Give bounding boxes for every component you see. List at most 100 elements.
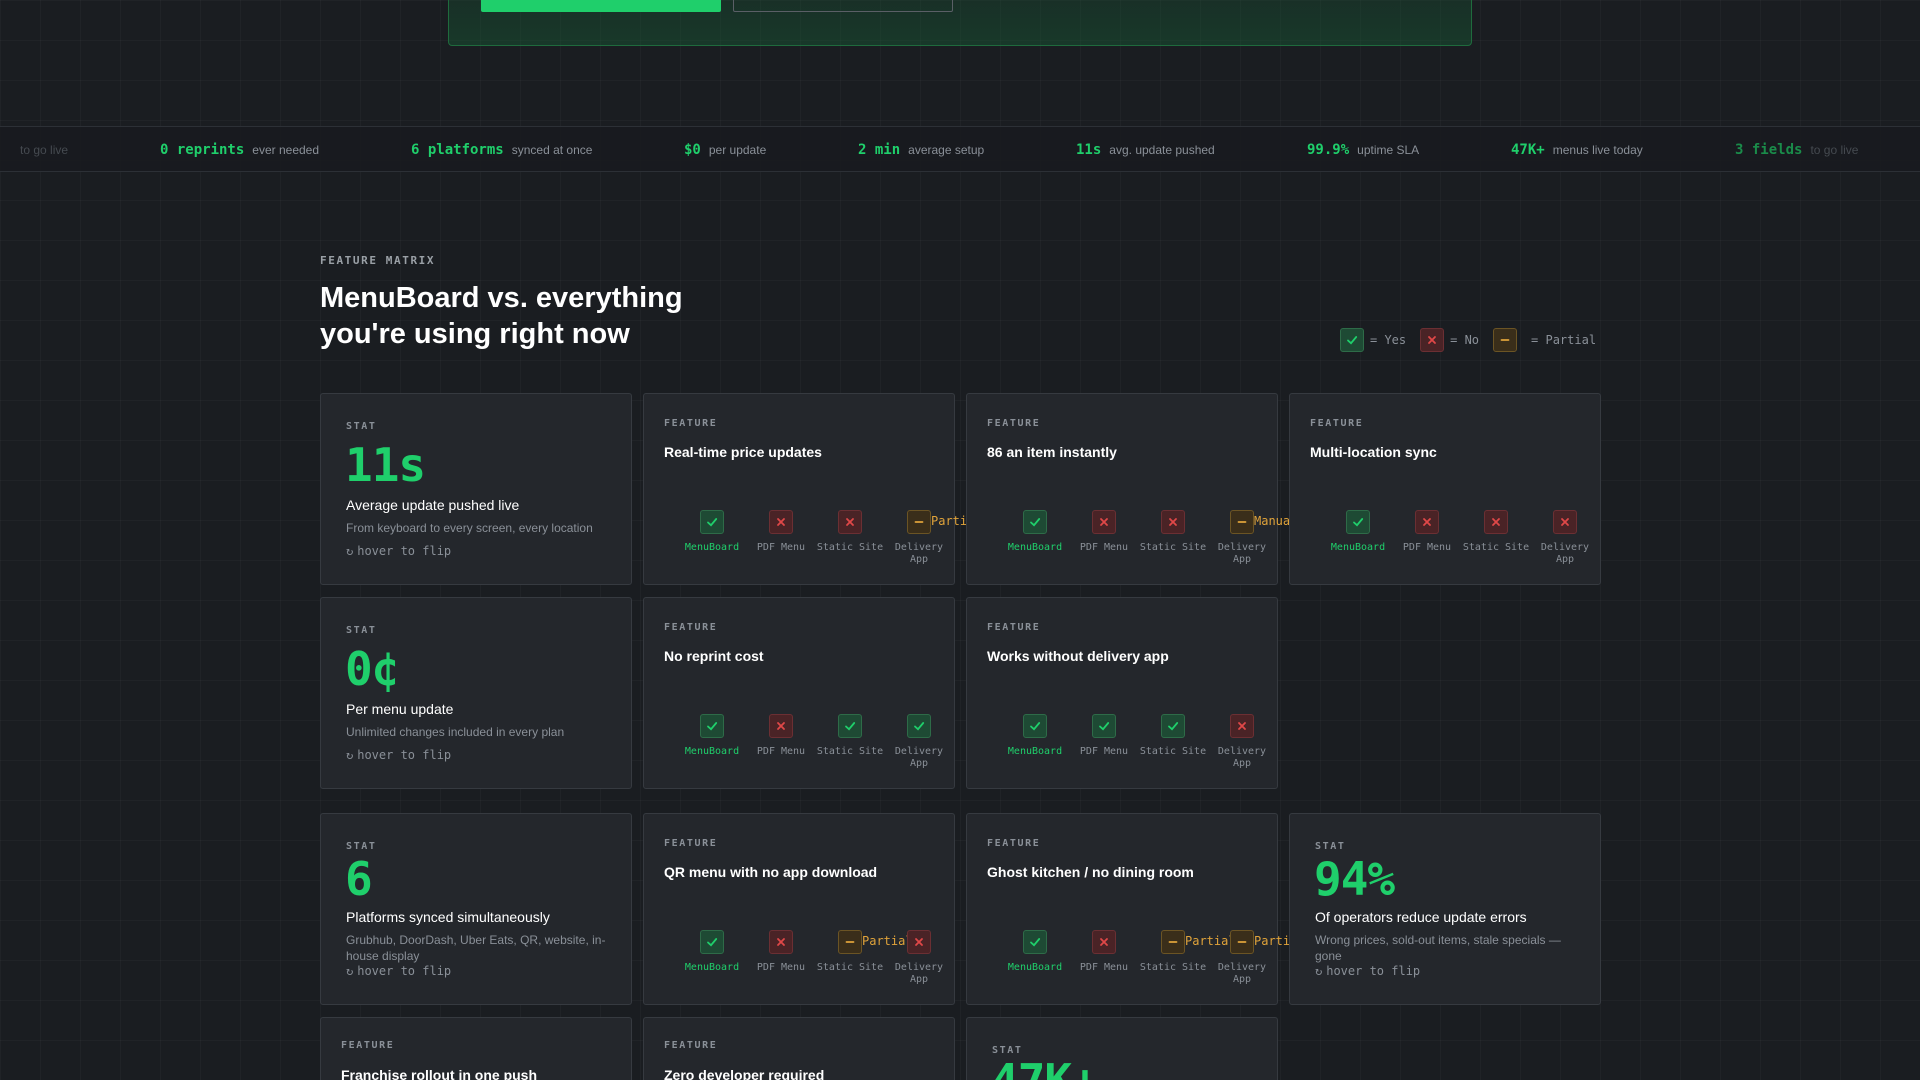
- comparison-cell: Partial Static Site: [1138, 930, 1236, 974]
- ticker-item: 47K+ menus live today: [1511, 127, 1643, 173]
- card-type-label: FEATURE: [987, 418, 1041, 429]
- comparison-row: MenuBoard PDF Menu Static Site Delivery App: [644, 714, 956, 774]
- x-icon: [907, 930, 931, 954]
- legend-label: = Partial: [1531, 333, 1597, 347]
- ticker-label: average setup: [908, 143, 985, 157]
- check-icon: [1023, 930, 1047, 954]
- column-label: MenuBoard: [1007, 746, 1063, 757]
- check-icon: [1161, 714, 1185, 738]
- dash-icon: [907, 510, 931, 534]
- comparison-cell: PDF Menu: [746, 714, 816, 758]
- comparison-cell: MenuBoard: [1000, 930, 1070, 974]
- hero-secondary-button[interactable]: [733, 0, 953, 12]
- card-type-label: FEATURE: [987, 622, 1041, 633]
- feature-card[interactable]: FEATURE 86 an item instantly MenuBoard PD…: [966, 393, 1297, 585]
- feature-title: No reprint cost: [664, 648, 764, 664]
- card-type-label: FEATURE: [664, 622, 718, 633]
- section-title: MenuBoard vs. everything you're using ri…: [320, 280, 760, 352]
- stat-value: 11s: [345, 438, 426, 492]
- comparison-cell: PDF Menu: [1069, 714, 1139, 758]
- comparison-cell: Static Site: [815, 510, 885, 554]
- column-label: Static Site: [816, 746, 884, 757]
- ticker-value: 47K+: [1511, 142, 1545, 158]
- feature-card[interactable]: FEATURE Franchise rollout in one push: [320, 1017, 632, 1080]
- check-icon: [700, 510, 724, 534]
- feature-card[interactable]: FEATURE Real-time price updates MenuBoar…: [643, 393, 982, 585]
- flip-hint-label: hover to flip: [1326, 964, 1421, 978]
- comparison-cell: MenuBoard: [677, 714, 747, 758]
- column-label: Static Site: [816, 542, 884, 553]
- column-label: Delivery App: [894, 962, 944, 985]
- stat-card[interactable]: STAT 47K+: [966, 1017, 1278, 1080]
- feature-title: 86 an item instantly: [987, 444, 1117, 460]
- stat-card[interactable]: STAT 11s Average update pushed live From…: [320, 393, 632, 585]
- ticker-item: 3 fields to go live: [1735, 127, 1858, 173]
- comparison-row: MenuBoard PDF Menu Static Site Manual Delive…: [967, 510, 1297, 570]
- x-icon: [769, 714, 793, 738]
- x-icon: [1161, 510, 1185, 534]
- legend-item-no: = No: [1420, 328, 1479, 352]
- dash-icon: [1230, 510, 1254, 534]
- card-type-label: STAT: [346, 625, 377, 636]
- flip-hint: ↻ hover to flip: [1315, 964, 1420, 978]
- check-icon: [1023, 510, 1047, 534]
- comparison-cell: Delivery App: [1530, 510, 1600, 566]
- card-type-label: STAT: [1315, 841, 1346, 852]
- check-icon: [1340, 328, 1364, 352]
- ticker-label: avg. update pushed: [1109, 143, 1215, 157]
- x-icon: [1230, 714, 1254, 738]
- ticker-value: 11s: [1076, 142, 1102, 158]
- legend: = Yes = No = Partial: [1340, 328, 1596, 352]
- comparison-cell: MenuBoard: [1000, 714, 1070, 758]
- ticker-label: menus live today: [1552, 143, 1643, 157]
- section-title-line: MenuBoard vs. everything: [320, 282, 683, 314]
- hero-primary-button[interactable]: [481, 0, 721, 12]
- dash-icon: [838, 930, 862, 954]
- comparison-cell: Static Site: [1138, 714, 1208, 758]
- ticker-value: 99.9%: [1307, 142, 1350, 158]
- feature-card[interactable]: FEATURE Multi-location sync MenuBoard PDF…: [1289, 393, 1601, 585]
- column-label: MenuBoard: [1007, 962, 1063, 973]
- comparison-cell: PDF Menu: [1069, 510, 1139, 554]
- stat-description: Grubhub, DoorDash, Uber Eats, QR, websit…: [346, 933, 606, 963]
- feature-card[interactable]: FEATURE Zero developer required: [643, 1017, 955, 1080]
- check-icon: [1346, 510, 1370, 534]
- stat-card[interactable]: STAT 94% Of operators reduce update erro…: [1289, 813, 1601, 1005]
- stat-description: From keyboard to every screen, every loc…: [346, 521, 593, 535]
- stat-card[interactable]: STAT 0¢ Per menu update Unlimited change…: [320, 597, 632, 789]
- legend-label: = Yes: [1370, 333, 1407, 347]
- status-note: Manual: [1254, 514, 1298, 528]
- stat-card[interactable]: STAT 6 Platforms synced simultaneously G…: [320, 813, 632, 1005]
- column-label: Delivery App: [1217, 746, 1267, 769]
- stat-value: 94%: [1314, 852, 1395, 906]
- feature-card[interactable]: FEATURE Works without delivery app MenuB…: [966, 597, 1278, 789]
- stat-value: 0¢: [345, 642, 399, 696]
- stat-title: Of operators reduce update errors: [1315, 909, 1527, 925]
- legend-label: = No: [1450, 333, 1480, 347]
- status-note: Partial: [862, 934, 913, 948]
- column-label: Delivery App: [894, 746, 944, 769]
- feature-card[interactable]: FEATURE Ghost kitchen / no dining room M…: [966, 813, 1305, 1005]
- column-label: Delivery App: [1217, 962, 1267, 985]
- column-label: PDF Menu: [1402, 542, 1452, 553]
- card-type-label: FEATURE: [664, 418, 718, 429]
- refresh-icon: ↻: [1315, 964, 1323, 978]
- ticker-value: 0 reprints: [160, 142, 245, 158]
- comparison-cell: Partial Static Site: [815, 930, 913, 974]
- flip-hint-label: hover to flip: [357, 964, 452, 978]
- feature-card[interactable]: FEATURE QR menu with no app download Men…: [643, 813, 955, 1005]
- feature-card[interactable]: FEATURE No reprint cost MenuBoard PDF Men…: [643, 597, 955, 789]
- ticker-label: ever needed: [252, 143, 320, 157]
- refresh-icon: ↻: [346, 748, 354, 762]
- comparison-cell: Static Site: [815, 714, 885, 758]
- comparison-row: MenuBoard PDF Menu Static Site Delivery App: [1290, 510, 1602, 570]
- flip-hint-label: hover to flip: [357, 748, 452, 762]
- comparison-row: MenuBoard PDF Menu Static Site Delivery App: [967, 714, 1279, 774]
- column-label: Delivery App: [1217, 542, 1267, 565]
- column-label: MenuBoard: [684, 746, 740, 757]
- ticker-item: 6 platforms synced at once: [411, 127, 592, 173]
- comparison-cell: Manual Delivery App: [1207, 510, 1297, 566]
- card-type-label: FEATURE: [664, 838, 718, 849]
- column-label: Static Site: [1139, 962, 1207, 973]
- x-icon: [1420, 328, 1445, 352]
